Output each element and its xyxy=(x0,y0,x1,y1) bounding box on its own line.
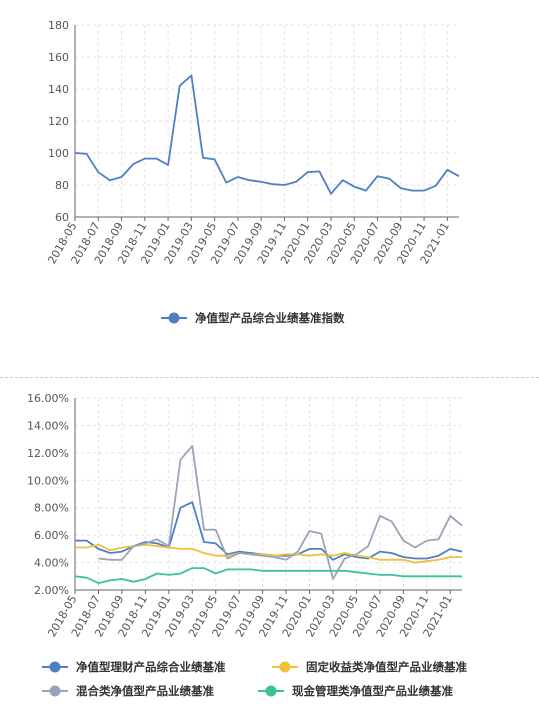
y-tick-label: 100 xyxy=(48,147,69,160)
legend-label: 净值型产品综合业绩基准指数 xyxy=(195,311,345,325)
y-tick-label: 180 xyxy=(48,19,69,32)
series-line-2 xyxy=(98,445,463,580)
y-tick-label: 12.00% xyxy=(27,447,69,460)
legend-dot-icon xyxy=(168,312,180,324)
legend-dot-icon xyxy=(279,661,291,673)
legend-label: 混合类净值型产品业绩基准 xyxy=(76,684,214,698)
y-tick-label: 80 xyxy=(55,179,69,192)
legend-dot-icon xyxy=(265,685,277,697)
benchmark-yield-chart: 2.00% 4.00% 6.00% 8.00% 10.00% 12.00% 14.00% 16… xyxy=(27,392,467,698)
legend-item-3[interactable]: 现金管理类净值型产品业绩基准 xyxy=(258,684,453,698)
legend-dot-icon xyxy=(49,661,61,673)
series-line-3 xyxy=(74,567,462,584)
y-tick-label: 60 xyxy=(55,211,69,224)
legend-item-1[interactable]: 固定收益类净值型产品业绩基准 xyxy=(272,660,467,674)
y-tick-label: 16.00% xyxy=(27,392,69,405)
y-tick-label: 4.00% xyxy=(34,557,69,570)
y-tick-label: 120 xyxy=(48,115,69,128)
y-tick-label: 8.00% xyxy=(34,502,69,515)
legend-label: 现金管理类净值型产品业绩基准 xyxy=(292,684,453,698)
legend-item-0[interactable]: 净值型产品综合业绩基准指数 xyxy=(161,311,345,325)
legend-label: 净值型理财产品综合业绩基准 xyxy=(76,660,226,674)
legend-label: 固定收益类净值型产品业绩基准 xyxy=(306,660,467,674)
series-line-0 xyxy=(74,74,460,195)
y-tick-label: 6.00% xyxy=(34,529,69,542)
series-line-0 xyxy=(75,501,463,561)
benchmark-index-chart: 60801001201401601802018-052018-072018-09… xyxy=(45,19,460,325)
y-tick-label: 10.00% xyxy=(27,474,69,487)
y-tick-label: 140 xyxy=(48,83,69,96)
legend-dot-icon xyxy=(49,685,61,697)
y-tick-label: 160 xyxy=(48,51,69,64)
chart-divider xyxy=(0,377,539,378)
legend-item-2[interactable]: 混合类净值型产品业绩基准 xyxy=(42,684,214,698)
legend-item-0[interactable]: 净值型理财产品综合业绩基准 xyxy=(42,660,226,674)
y-tick-label: 14.00% xyxy=(27,419,69,432)
y-tick-label: 2.00% xyxy=(34,584,69,597)
